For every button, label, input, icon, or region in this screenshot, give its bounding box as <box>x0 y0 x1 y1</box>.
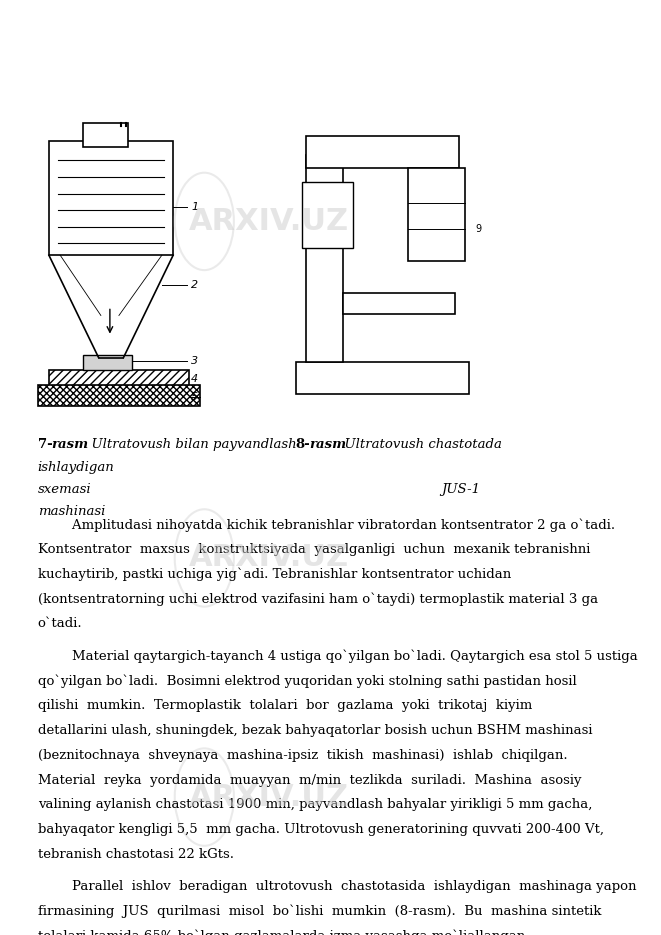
Text: qo`yilgan bo`ladi.  Bosimni elektrod yuqoridan yoki stolning sathi pastidan hosi: qo`yilgan bo`ladi. Bosimni elektrod yuqo… <box>38 674 576 688</box>
Text: 2: 2 <box>191 280 198 291</box>
Text: ARXIV.UZ: ARXIV.UZ <box>189 207 349 236</box>
Bar <box>49 369 189 388</box>
Text: o`tadi.: o`tadi. <box>38 617 82 630</box>
Text: kuchaytirib, pastki uchiga yig`adi. Tebranishlar kontsentrator uchidan: kuchaytirib, pastki uchiga yig`adi. Tebr… <box>38 568 511 582</box>
Text: bahyaqator kengligi 5,5  mm gacha. Ultrotovush generatorining quvvati 200-400 Vt: bahyaqator kengligi 5,5 mm gacha. Ultrot… <box>38 823 603 836</box>
Text: JUS-1: JUS-1 <box>441 482 480 496</box>
Text: 5: 5 <box>191 392 198 402</box>
Bar <box>342 294 455 314</box>
Text: qilishi  mumkin.  Termoplastik  tolalari  bor  gazlama  yoki  trikotaj  kiyim: qilishi mumkin. Termoplastik tolalari bo… <box>38 699 532 712</box>
Text: tolalari kamida 65% bo`lgan gazlamalarda izma yasashga mo`ljallangan.: tolalari kamida 65% bo`lgan gazlamalarda… <box>38 929 529 935</box>
Text: (beznitochnaya  shveynaya  mashina-ipsiz  tikish  mashinasi)  ishlab  chiqilgan.: (beznitochnaya shveynaya mashina-ipsiz t… <box>38 749 567 762</box>
Bar <box>83 122 128 147</box>
Bar <box>49 369 189 388</box>
Text: 9: 9 <box>475 224 482 235</box>
Text: 7-: 7- <box>38 439 52 452</box>
Text: rasm: rasm <box>51 439 88 452</box>
Text: 8-: 8- <box>295 439 311 452</box>
Text: 4: 4 <box>191 374 198 383</box>
Text: . Ultratovush chastotada: . Ultratovush chastotada <box>336 439 502 452</box>
Text: ARXIV.UZ: ARXIV.UZ <box>189 783 349 812</box>
Bar <box>295 362 469 395</box>
Text: Material  reyka  yordamida  muayyan  m/min  tezlikda  suriladi.  Mashina  asosiy: Material reyka yordamida muayyan m/min t… <box>38 773 581 786</box>
Text: rasm: rasm <box>309 439 346 452</box>
Text: (kontsentratorning uchi elektrod vazifasini ham o`taydi) termoplastik material 3: (kontsentratorning uchi elektrod vazifas… <box>38 593 598 606</box>
Text: Material qaytargich-tayanch 4 ustiga qo`yilgan bo`ladi. Qaytargich esa stol 5 us: Material qaytargich-tayanch 4 ustiga qo`… <box>38 650 637 663</box>
Text: detallarini ulash, shuningdek, bezak bahyaqatorlar bosish uchun BSHM mashinasi: detallarini ulash, shuningdek, bezak bah… <box>38 724 592 737</box>
Text: . Ultratovush bilan payvandlash: . Ultratovush bilan payvandlash <box>83 439 297 452</box>
Text: firmasining  JUS  qurilmasi  misol  bo`lishi  mumkin  (8-rasm).  Bu  mashina sin: firmasining JUS qurilmasi misol bo`lishi… <box>38 905 601 918</box>
Text: Kontsentrator  maxsus  konstruktsiyada  yasalganligi  uchun  mexanik tebranishni: Kontsentrator maxsus konstruktsiyada yas… <box>38 543 590 556</box>
Text: ishlaydigan: ishlaydigan <box>38 461 114 473</box>
Bar <box>83 354 132 369</box>
Text: sxemasi: sxemasi <box>38 482 91 496</box>
Text: 1: 1 <box>191 202 198 212</box>
Bar <box>38 384 200 406</box>
Text: Amplitudasi nihoyatda kichik tebranishlar vibratordan kontsentrator 2 ga o`tadi.: Amplitudasi nihoyatda kichik tebranishla… <box>38 518 615 532</box>
Text: valining aylanish chastotasi 1900 min, payvandlash bahyalar yirikligi 5 mm gacha: valining aylanish chastotasi 1900 min, p… <box>38 798 592 812</box>
Bar <box>306 155 342 362</box>
Bar <box>49 141 173 255</box>
Bar <box>408 168 465 261</box>
Bar <box>38 384 200 406</box>
Text: ARXIV.UZ: ARXIV.UZ <box>189 543 349 572</box>
Bar <box>306 137 459 168</box>
Text: Parallel  ishlov  beradigan  ultrotovush  chastotasida  ishlaydigan  mashinaga y: Parallel ishlov beradigan ultrotovush ch… <box>38 880 636 893</box>
Text: tebranish chastotasi 22 kGts.: tebranish chastotasi 22 kGts. <box>38 848 233 861</box>
Text: mashinasi: mashinasi <box>38 505 105 518</box>
Bar <box>302 181 353 248</box>
Text: 3: 3 <box>191 355 198 366</box>
